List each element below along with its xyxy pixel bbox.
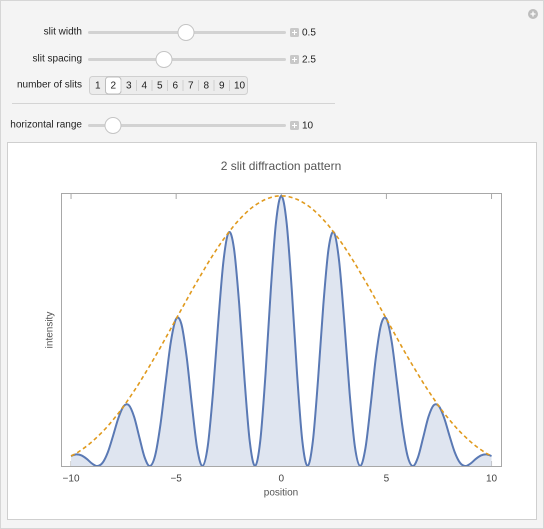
setter-button[interactable]: 4	[141, 81, 147, 92]
setter-label: number of slits	[17, 80, 82, 91]
options-icon	[530, 11, 536, 17]
x-tick-label: 10	[486, 474, 498, 485]
line	[70, 194, 492, 468]
y-axis-label: intensity	[45, 312, 56, 349]
slider-track[interactable]	[88, 58, 286, 61]
slider-thumb[interactable]	[155, 51, 173, 68]
slider-value: 0.5	[302, 28, 316, 39]
setter-button[interactable]: 9	[219, 81, 225, 92]
x-tick-label: −10	[63, 474, 80, 485]
setter-button[interactable]: 8	[203, 81, 209, 92]
plot-area: −10 −5 0 5 10	[63, 194, 498, 485]
slider-thumb[interactable]	[177, 24, 195, 41]
setter-button[interactable]: 3	[126, 81, 132, 92]
setter-frame	[89, 76, 248, 95]
setter-bar: 1 2 3 4 5 6 7 8 9 10	[89, 76, 248, 95]
plus-icon	[292, 57, 297, 62]
slider-track[interactable]	[88, 124, 286, 127]
x-tick-label: 5	[384, 474, 390, 485]
slider-value: 10	[302, 121, 314, 132]
slider-value: 2.5	[302, 55, 316, 66]
chart-title: 2 slit diffraction pattern	[221, 159, 342, 173]
slider-label: slit spacing	[33, 54, 82, 65]
setter-button[interactable]: 5	[157, 81, 163, 92]
plus-icon	[292, 30, 297, 35]
slider-label: slit width	[44, 27, 82, 38]
setter-button[interactable]: 2	[110, 81, 116, 92]
slider-thumb[interactable]	[104, 117, 122, 134]
x-tick-label: −5	[170, 474, 182, 485]
x-axis-label: position	[264, 488, 298, 499]
x-tick-label: 0	[279, 474, 285, 485]
setter-button[interactable]: 10	[234, 81, 246, 92]
setter-button[interactable]: 7	[188, 81, 194, 92]
area	[71, 195, 492, 467]
plot-frame	[61, 193, 502, 467]
setter-button[interactable]: 6	[172, 81, 178, 92]
slider-label: horizontal range	[10, 120, 82, 131]
plus-icon	[292, 123, 297, 128]
setter-button[interactable]: 1	[95, 81, 101, 92]
